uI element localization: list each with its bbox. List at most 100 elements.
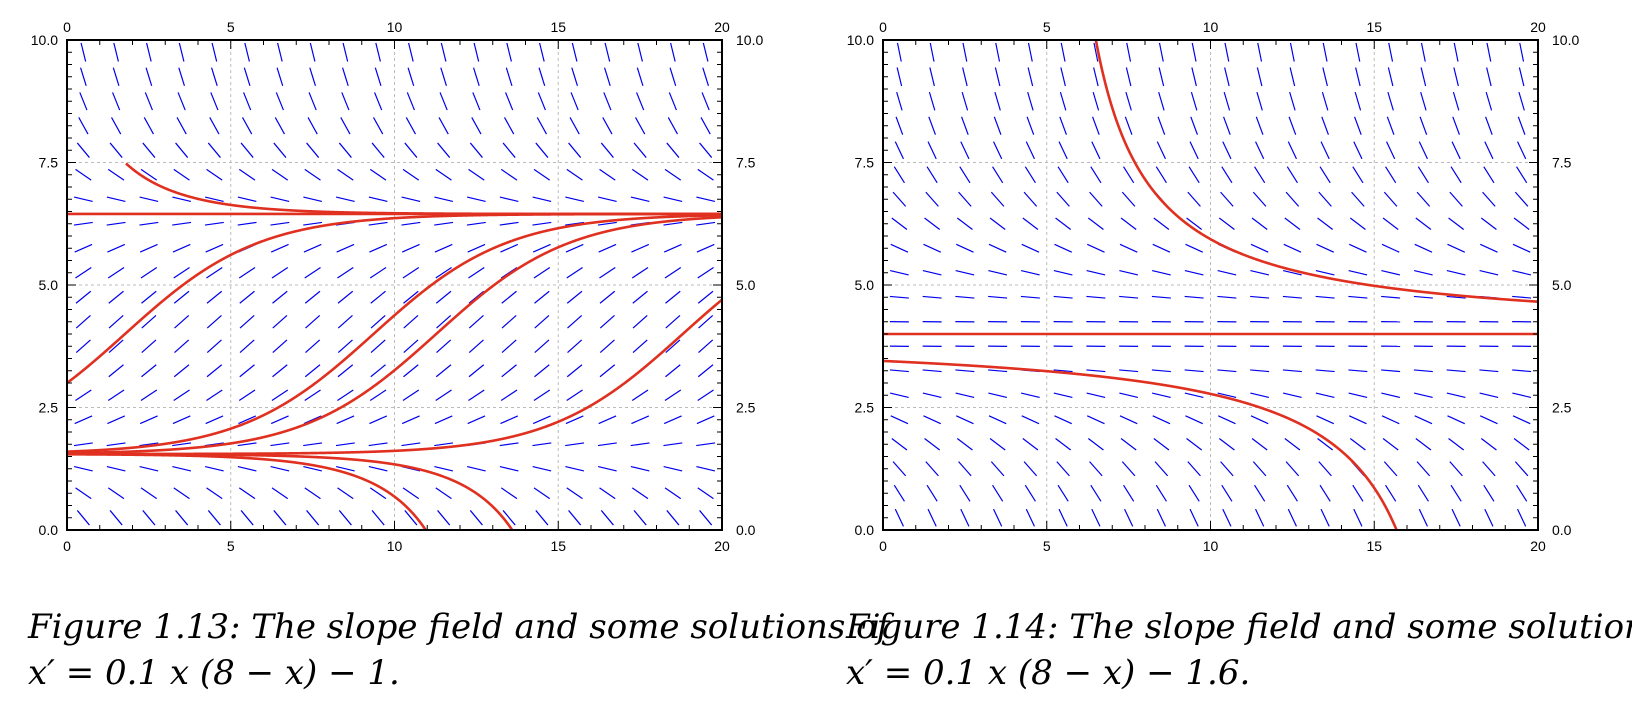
slope-segment xyxy=(1289,67,1296,87)
slope-segment xyxy=(955,270,975,276)
slope-segment xyxy=(1417,166,1429,184)
slope-segment xyxy=(700,117,711,135)
slope-segment xyxy=(599,339,615,354)
slope-segment xyxy=(472,67,480,87)
slope-segment xyxy=(1381,243,1400,253)
slope-segment xyxy=(1224,42,1230,62)
slope-segment xyxy=(630,442,650,447)
slope-segment xyxy=(1285,461,1300,477)
slope-segment xyxy=(631,168,649,181)
slope-segment xyxy=(702,42,709,62)
slope-segment xyxy=(599,266,616,279)
slope-segment xyxy=(172,243,191,253)
slope-segment xyxy=(1318,191,1332,207)
slope-segment xyxy=(569,117,580,135)
slope-segment xyxy=(532,442,552,447)
y-tick-label-left: 2.5 xyxy=(855,400,875,416)
slope-segment xyxy=(665,314,681,329)
slope-segment xyxy=(534,364,550,378)
slope-segment xyxy=(371,142,385,158)
slope-segment xyxy=(1185,243,1204,253)
slope-segment xyxy=(273,510,287,526)
slope-segment xyxy=(1288,116,1297,135)
grid xyxy=(67,40,722,530)
slope-segment xyxy=(401,221,421,226)
slope-segment xyxy=(468,266,485,279)
slope-segment xyxy=(145,67,153,87)
slope-segment xyxy=(142,142,156,158)
slope-segment xyxy=(1124,116,1133,135)
slope-segment xyxy=(597,466,617,472)
slope-segment xyxy=(368,466,388,472)
slope-segment xyxy=(146,42,152,62)
slope-segment xyxy=(73,221,93,226)
slope-segment xyxy=(1093,42,1099,62)
slope-segment xyxy=(1286,484,1298,502)
slope-segment xyxy=(534,314,550,329)
slope-segment xyxy=(1250,392,1270,398)
slope-segment xyxy=(958,191,972,207)
slope-segment xyxy=(1413,270,1433,276)
slope-segment xyxy=(336,243,355,253)
slope-segment xyxy=(1254,484,1266,502)
slope-segment xyxy=(270,221,290,226)
slope-segment xyxy=(1482,191,1496,207)
slope-segment xyxy=(926,166,938,184)
slope-segment xyxy=(1060,67,1066,87)
slope-segment xyxy=(533,168,551,181)
slope-segment xyxy=(239,314,255,329)
slope-segment xyxy=(337,339,353,354)
slope-segment xyxy=(206,364,223,378)
slope-segment xyxy=(1223,91,1231,111)
slope-segment xyxy=(501,364,517,378)
slope-segment xyxy=(110,117,122,135)
slope-segment xyxy=(1158,91,1165,111)
slope-segment xyxy=(238,415,257,425)
slope-segment xyxy=(303,442,323,447)
y-tick-label-left: 0.0 xyxy=(855,522,875,538)
slope-segment xyxy=(337,487,354,500)
slope-segment xyxy=(990,461,1005,477)
slope-segment xyxy=(1514,191,1529,207)
slope-segment xyxy=(173,389,190,402)
slope-segment xyxy=(599,487,616,500)
slope-segment xyxy=(204,196,224,202)
slope-segment xyxy=(1352,166,1364,184)
slope-segment xyxy=(1090,484,1102,502)
x-tick-label-top: 15 xyxy=(1366,19,1382,35)
slope-segment xyxy=(988,369,1008,373)
slope-segment xyxy=(1027,42,1033,62)
y-tick-label-left: 0.0 xyxy=(39,522,59,538)
top-mask xyxy=(65,0,724,40)
slope-segment xyxy=(636,92,645,111)
slope-segment xyxy=(1348,295,1368,299)
slope-segment xyxy=(1414,415,1433,425)
slope-segment xyxy=(435,168,452,181)
slope-segment xyxy=(891,438,908,451)
slope-segment xyxy=(503,117,515,135)
slope-segment xyxy=(532,221,552,226)
slope-segment xyxy=(565,466,585,472)
slope-segment xyxy=(368,442,388,447)
slope-segment xyxy=(75,314,91,329)
slope-segment xyxy=(113,42,119,62)
slope-segment xyxy=(962,67,968,87)
slope-segment xyxy=(1480,217,1497,230)
slope-segment xyxy=(597,442,617,447)
slope-segment xyxy=(238,168,256,181)
slope-segment xyxy=(437,510,451,526)
slope-segment xyxy=(1480,438,1497,451)
slope-segment xyxy=(892,191,907,207)
slope-segment xyxy=(1381,392,1401,398)
slope-segment xyxy=(1479,270,1499,276)
slope-segment xyxy=(1156,141,1166,160)
slope-segment xyxy=(1315,295,1335,299)
slope-segment xyxy=(1415,217,1432,230)
slope-segment xyxy=(1414,243,1433,253)
slope-segment xyxy=(368,221,388,226)
slope-segment xyxy=(439,92,448,111)
slope-segment xyxy=(664,389,682,402)
slope-segment xyxy=(175,142,189,158)
slope-segment xyxy=(698,339,714,354)
slope-segment xyxy=(1220,191,1234,207)
